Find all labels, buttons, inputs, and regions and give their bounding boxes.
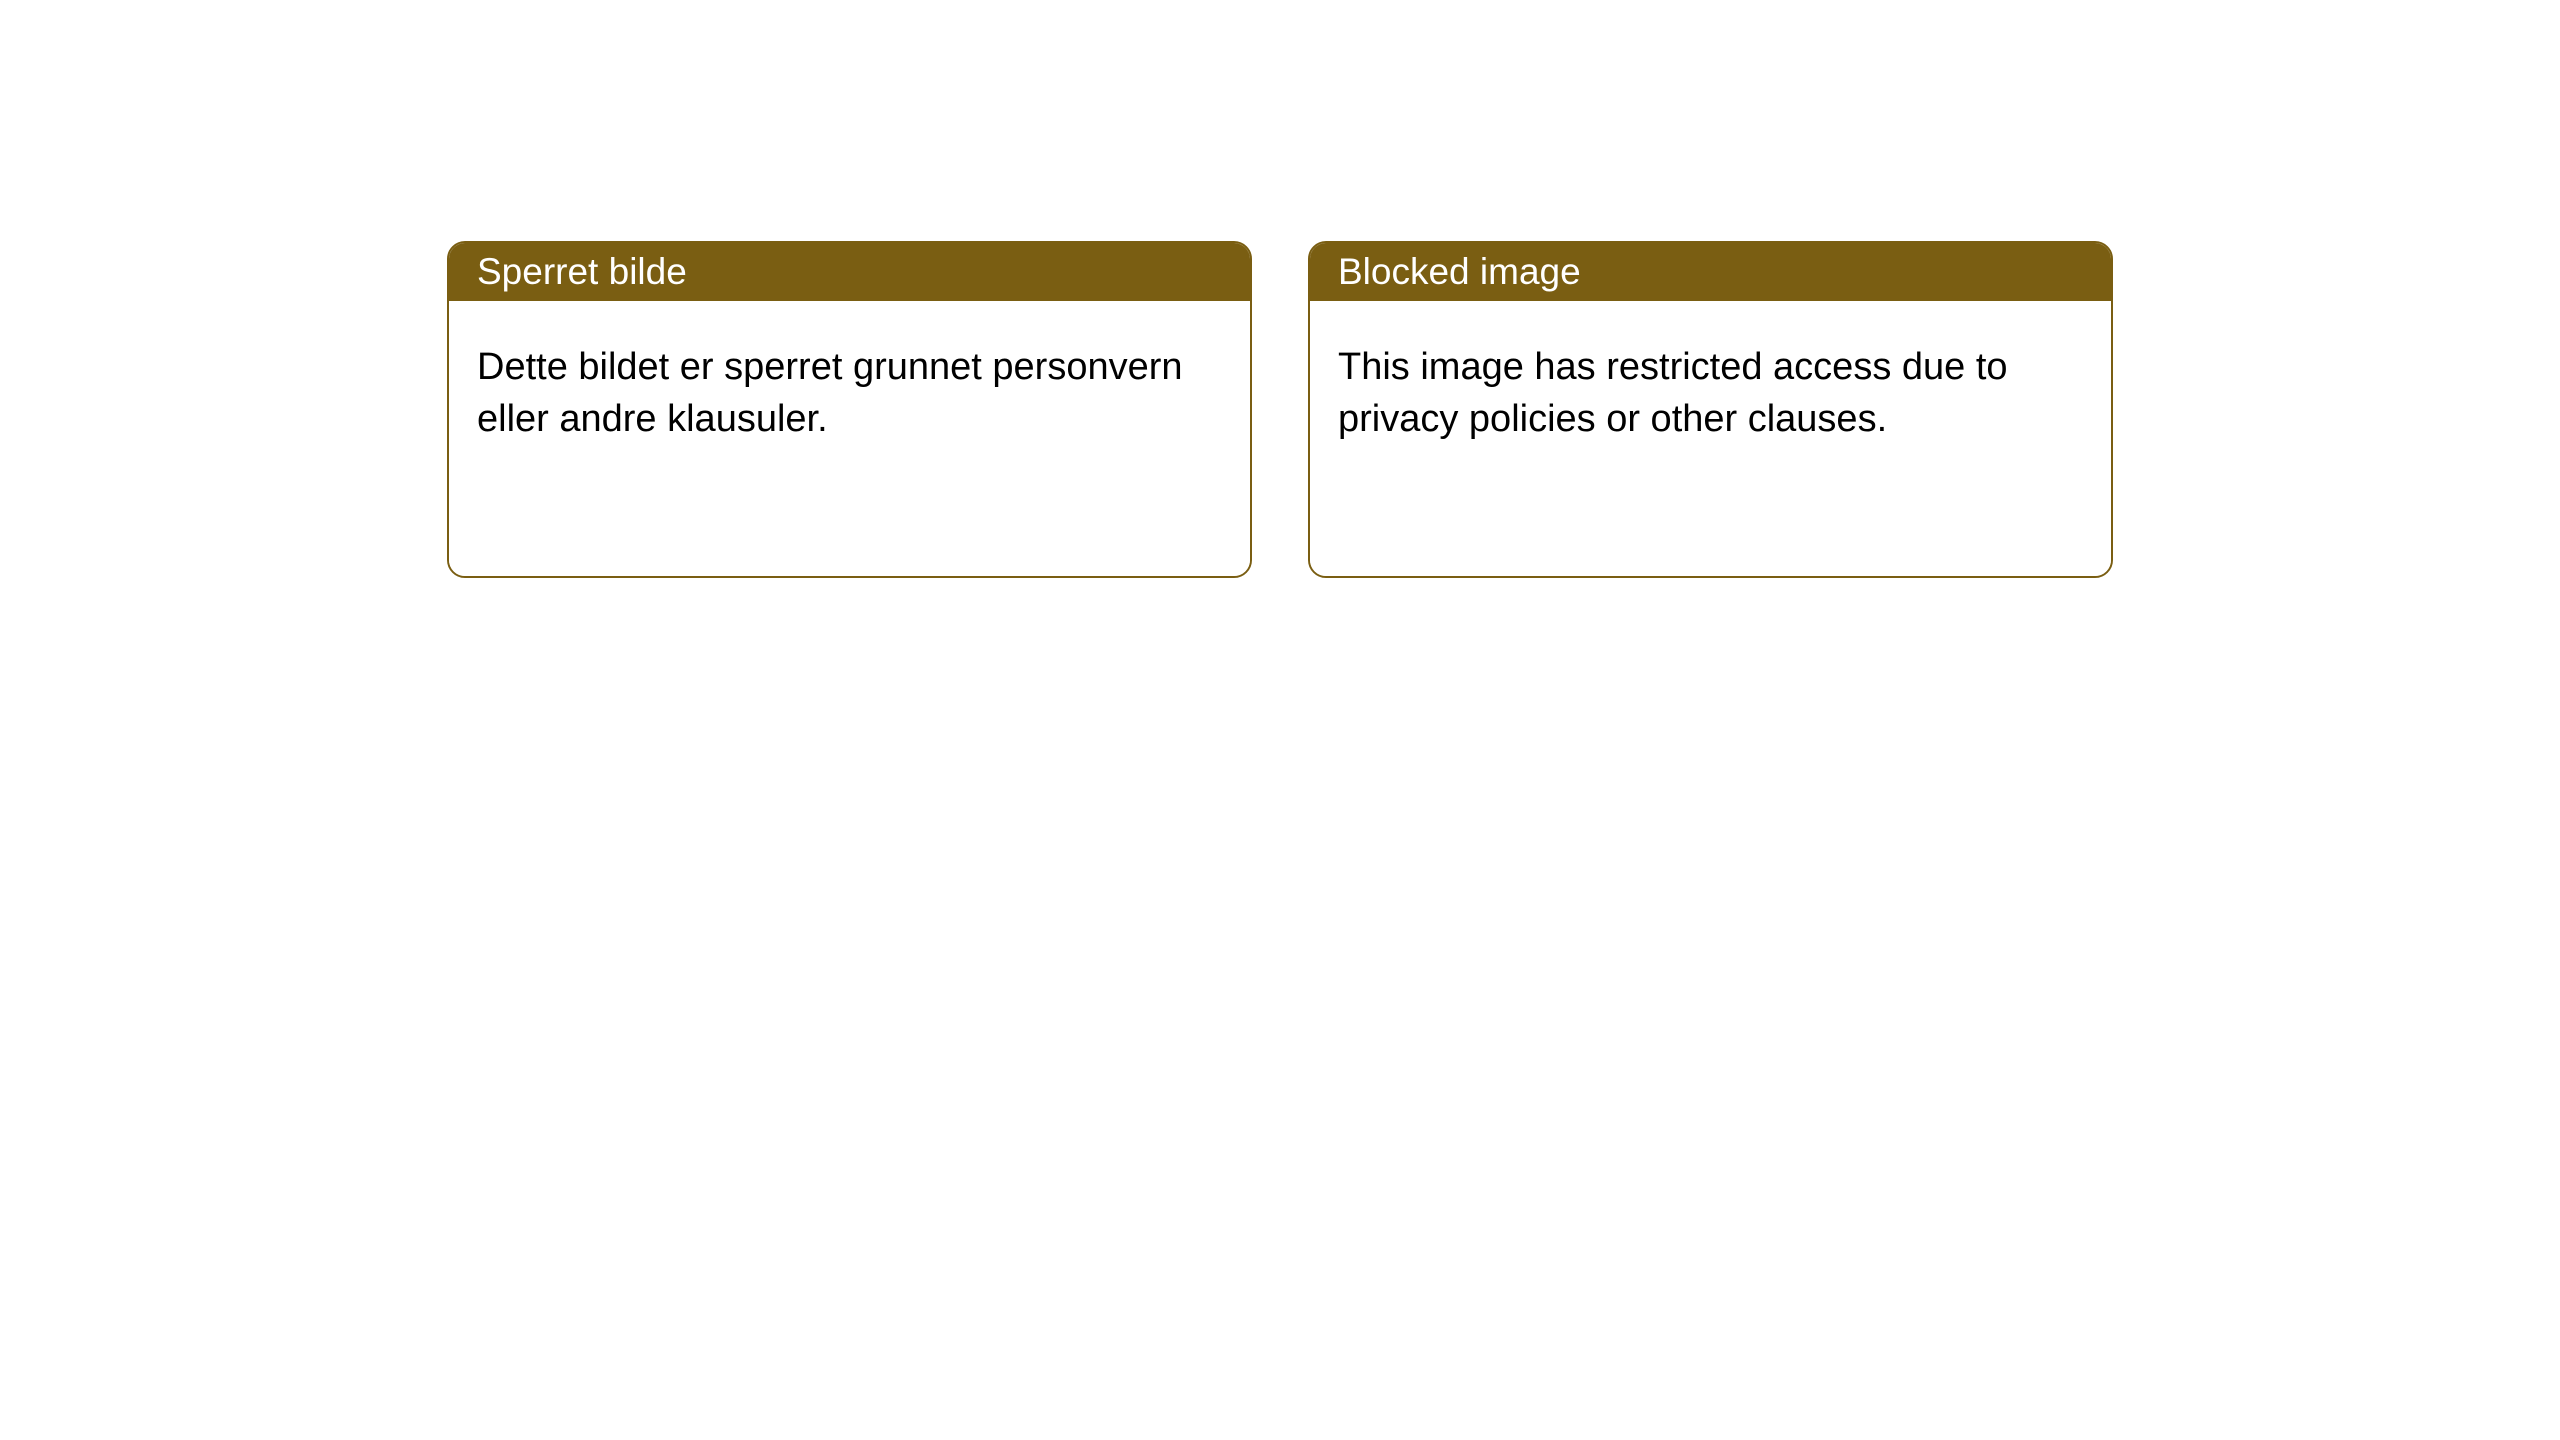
card-body: This image has restricted access due to …: [1310, 301, 2111, 576]
notice-cards-container: Sperret bilde Dette bildet er sperret gr…: [447, 241, 2113, 578]
card-title: Blocked image: [1338, 251, 1581, 292]
card-body-text: This image has restricted access due to …: [1338, 346, 2008, 440]
notice-card-english: Blocked image This image has restricted …: [1308, 241, 2113, 578]
card-header: Sperret bilde: [449, 243, 1250, 301]
card-header: Blocked image: [1310, 243, 2111, 301]
card-body-text: Dette bildet er sperret grunnet personve…: [477, 346, 1183, 440]
card-title: Sperret bilde: [477, 251, 687, 292]
notice-card-norwegian: Sperret bilde Dette bildet er sperret gr…: [447, 241, 1252, 578]
card-body: Dette bildet er sperret grunnet personve…: [449, 301, 1250, 576]
